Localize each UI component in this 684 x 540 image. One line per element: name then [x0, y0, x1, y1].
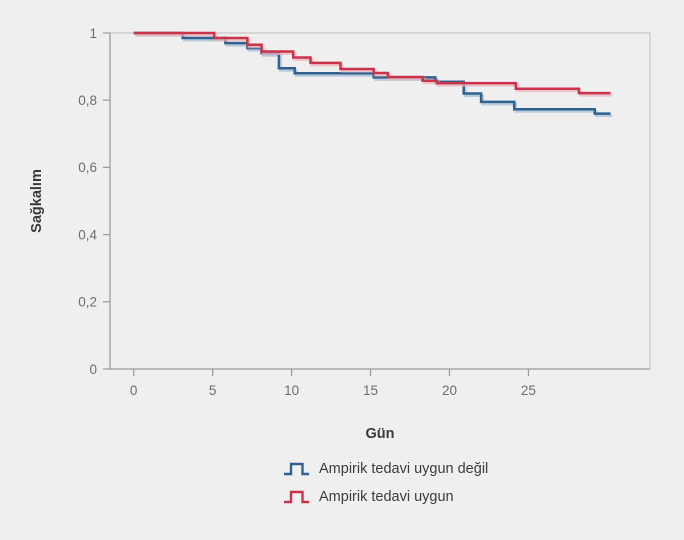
- plot-border: [110, 32, 651, 369]
- series-shadow-1: [135, 33, 613, 97]
- legend-item-uygun-degil: Ampirik tedavi uygun değil: [283, 460, 488, 478]
- y-tick-label: 0,6: [78, 160, 97, 175]
- legend-label: Ampirik tedavi uygun: [319, 489, 454, 505]
- y-tick-label: 1: [89, 26, 97, 41]
- x-tick-label: 25: [521, 383, 536, 398]
- legend-item-uygun: Ampirik tedavi uygun: [283, 488, 488, 506]
- step-pulse-icon: [284, 490, 309, 504]
- y-tick-label: 0,4: [78, 227, 97, 242]
- series-line-1: [133, 31, 611, 95]
- x-tick-label: 20: [442, 383, 457, 398]
- y-tick-label: 0: [89, 362, 97, 377]
- axis-lines: [109, 33, 650, 370]
- x-tick-label: 5: [209, 383, 217, 398]
- x-tick-label: 0: [130, 383, 138, 398]
- y-axis-label: Sağkalım: [29, 169, 45, 233]
- x-tick-label: 15: [363, 383, 378, 398]
- chart-legend: Ampirik tedavi uygun değil Ampirik tedav…: [283, 460, 488, 506]
- step-pulse-icon: [284, 462, 309, 476]
- x-tick-label: 10: [284, 383, 299, 398]
- series-line-0: [133, 31, 611, 115]
- legend-label: Ampirik tedavi uygun değil: [319, 461, 489, 477]
- series-shadow-0: [135, 33, 613, 118]
- x-axis-label: Gün: [366, 426, 395, 442]
- y-tick-label: 0,8: [78, 93, 97, 108]
- y-tick-label: 0,2: [78, 295, 97, 310]
